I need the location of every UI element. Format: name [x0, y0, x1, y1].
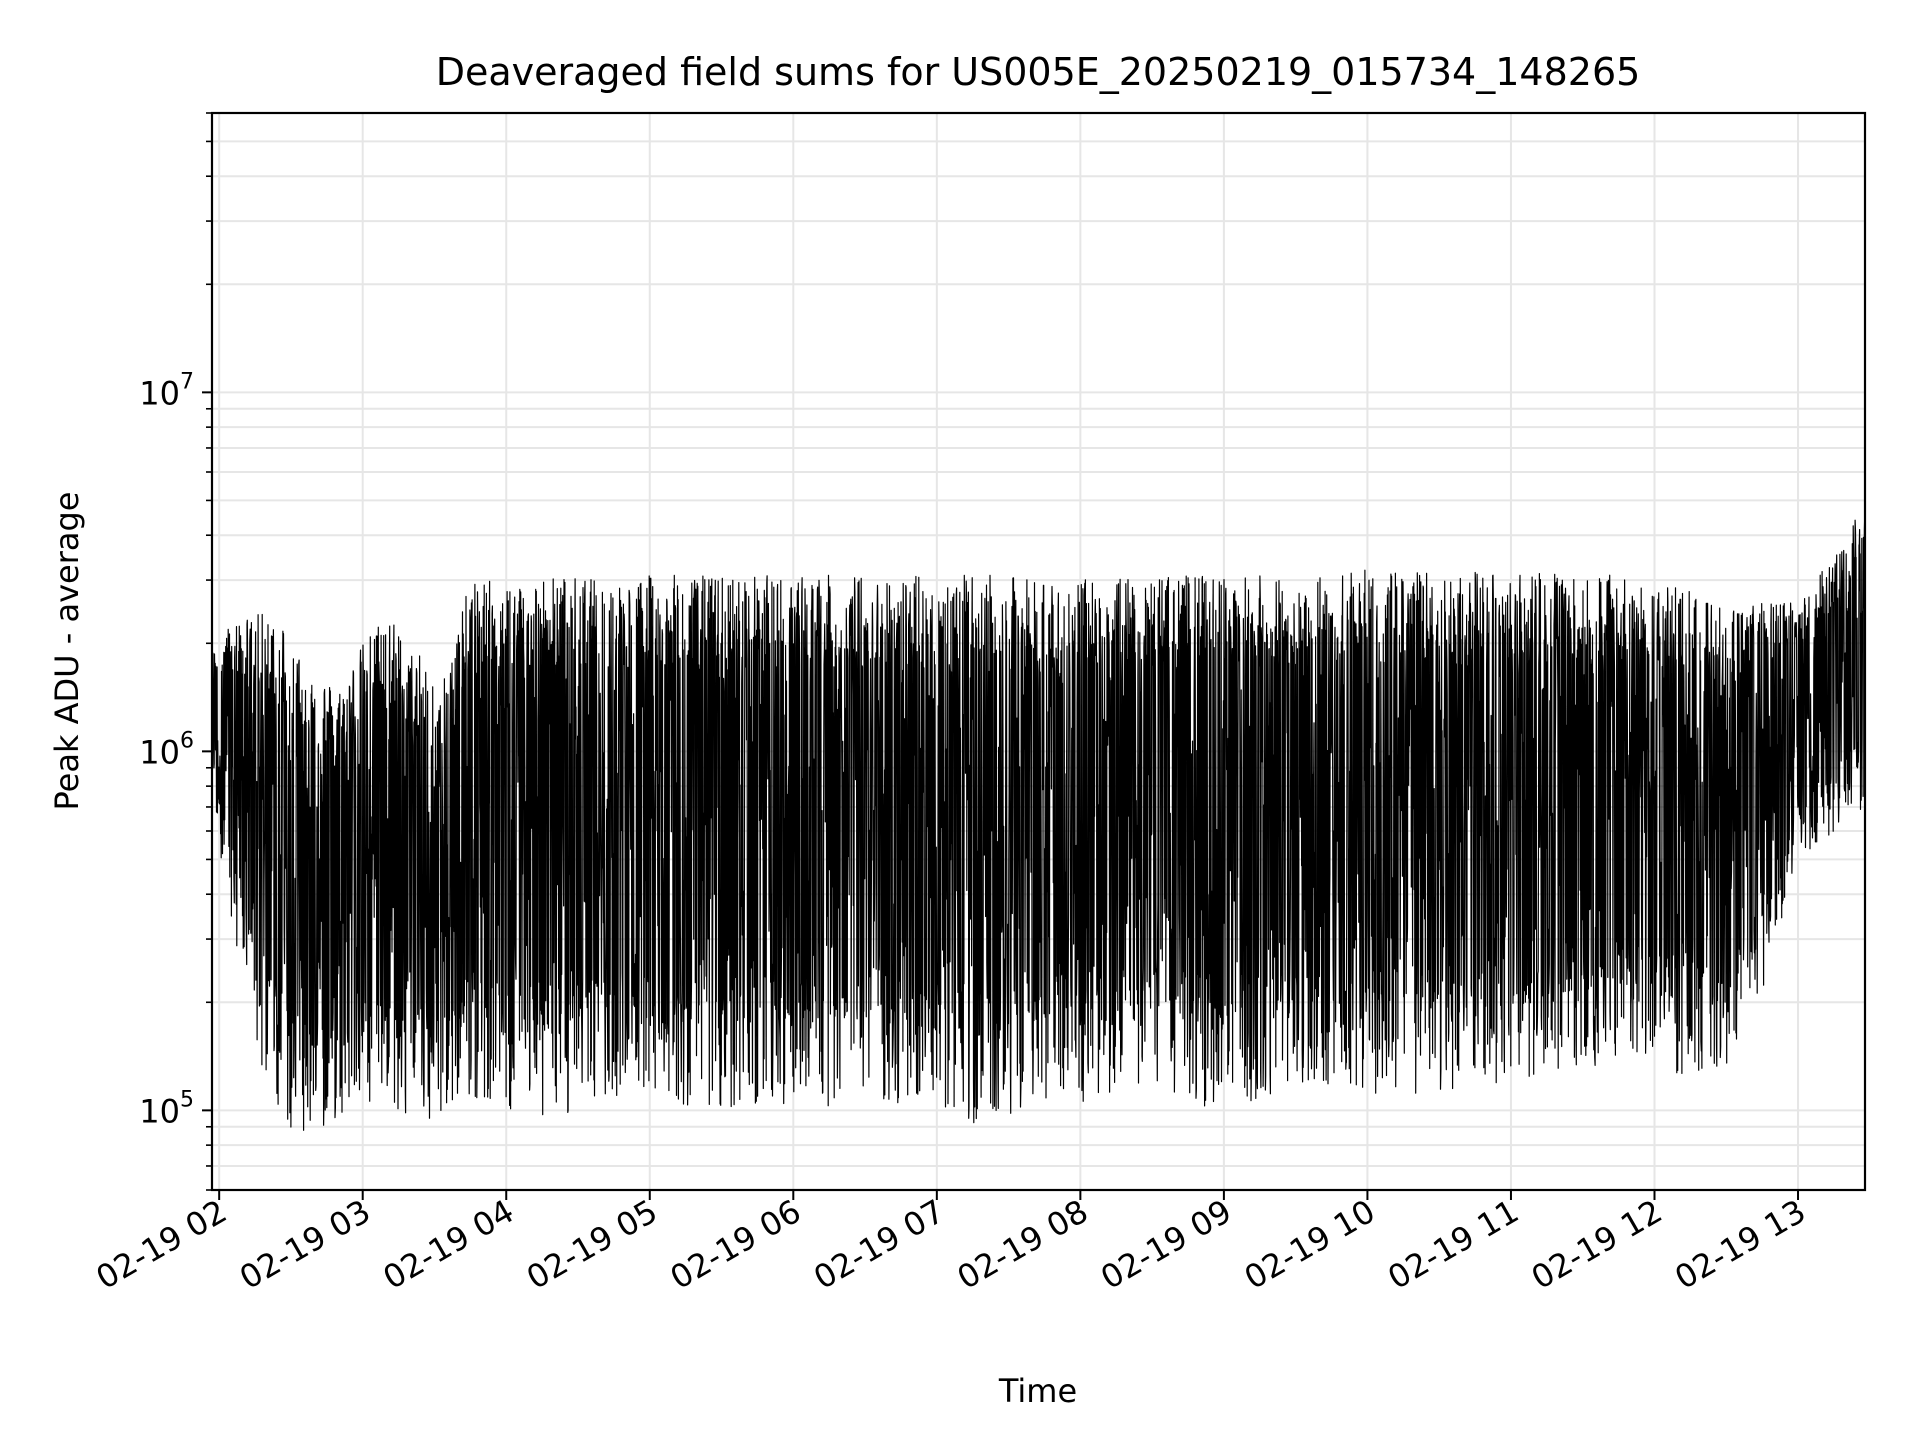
series-line: [211, 517, 1866, 1131]
y-tick-label: 107: [139, 369, 194, 412]
y-tick-base: 10: [139, 733, 180, 771]
x-tick-label: 02-19 04: [377, 1192, 521, 1297]
x-axis-label: Time: [998, 1372, 1077, 1410]
x-tick-label: 02-19 05: [520, 1192, 664, 1297]
x-tick-label: 02-19 10: [1238, 1192, 1382, 1297]
y-tick-exponent: 5: [180, 1087, 194, 1112]
y-tick-base: 10: [139, 374, 180, 412]
series-line-path: [211, 517, 1866, 1131]
y-tick-label: 105: [139, 1087, 194, 1130]
y-tick-base: 10: [139, 1092, 180, 1130]
y-tick-label: 106: [139, 728, 194, 771]
y-axis-label: Peak ADU - average: [48, 492, 86, 811]
x-tick-label: 02-19 11: [1381, 1192, 1525, 1297]
x-tick-label: 02-19 13: [1668, 1192, 1812, 1297]
x-tick-label: 02-19 07: [807, 1192, 951, 1297]
x-tick-label: 02-19 08: [951, 1192, 1095, 1297]
axis-ticks: [202, 112, 1800, 1200]
x-tick-label: 02-19 12: [1525, 1192, 1669, 1297]
x-tick-label: 02-19 06: [664, 1192, 808, 1297]
chart-title: Deaveraged field sums for US005E_2025021…: [436, 50, 1641, 94]
y-tick-exponent: 7: [180, 369, 194, 394]
y-tick-exponent: 6: [180, 728, 194, 753]
x-tick-label: 02-19 02: [90, 1192, 234, 1297]
x-tick-label: 02-19 09: [1094, 1192, 1238, 1297]
plot-frame: [210, 111, 1867, 1192]
x-tick-label: 02-19 03: [233, 1192, 377, 1297]
